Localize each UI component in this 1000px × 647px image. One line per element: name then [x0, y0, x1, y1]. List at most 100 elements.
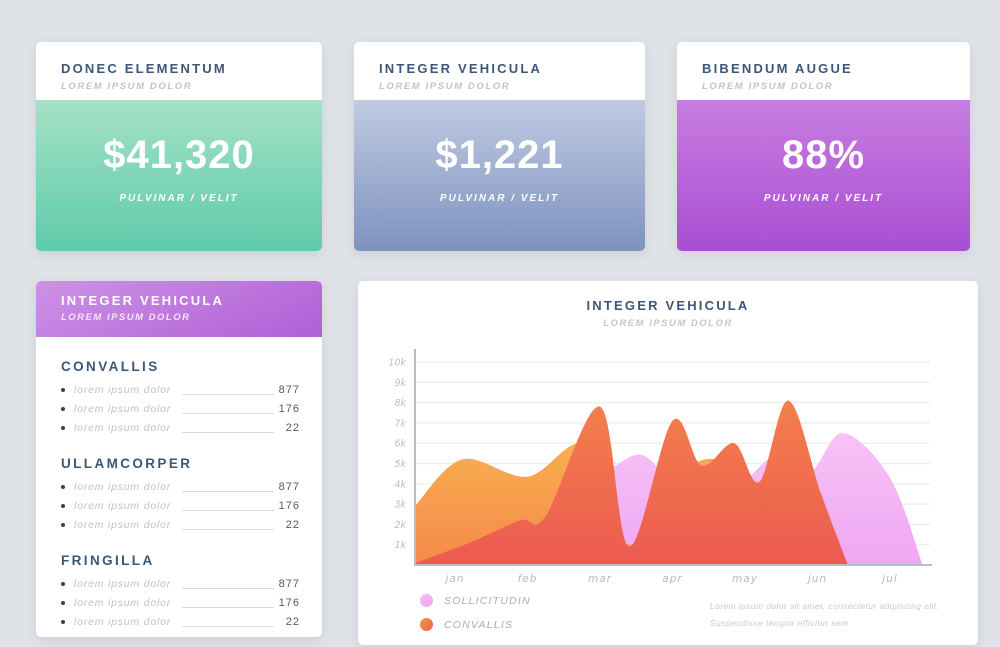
stat-card-caption: PULVINAR / VELIT: [439, 193, 560, 204]
bullet-icon: [61, 426, 65, 430]
bullet-icon: [61, 523, 65, 527]
list-card-header: INTEGER VEHICULA LOREM IPSUM DOLOR: [36, 281, 322, 337]
list-item: lorem ipsum dolor 22: [61, 422, 300, 434]
stat-card-value: 88%: [781, 133, 866, 177]
list-section-heading: FRINGILLA: [61, 553, 155, 568]
svg-text:3k: 3k: [394, 500, 406, 511]
list-item: lorem ipsum dolor 877: [61, 578, 300, 590]
stat-card-value: $1,221: [435, 133, 564, 177]
stat-card-header: DONEC ELEMENTUM LOREM IPSUM DOLOR: [36, 42, 322, 100]
list-item-value: 877: [278, 578, 300, 590]
list-item: lorem ipsum dolor 877: [61, 481, 300, 493]
svg-text:jun: jun: [806, 573, 827, 585]
list-item-label: lorem ipsum dolor: [74, 481, 172, 493]
list-item-label: lorem ipsum dolor: [74, 519, 172, 531]
convallis-series-dot-icon: [420, 618, 433, 631]
svg-text:8k: 8k: [394, 398, 406, 409]
chart-title: INTEGER VEHICULA: [586, 298, 750, 313]
legend-item-sollicitudin[interactable]: SOLLICITUDIN: [420, 594, 531, 607]
chart-title-block: INTEGER VEHICULA LOREM IPSUM DOLOR: [358, 298, 978, 329]
sollicitudin-series-dot-icon: [420, 594, 433, 607]
chart-footer: SOLLICITUDIN CONVALLIS Lorem ipsum dolor…: [420, 594, 948, 632]
list-item-value: 877: [278, 481, 300, 493]
list-item-value: 176: [278, 500, 300, 512]
list-item-value: 176: [278, 597, 300, 609]
list-section-heading: ULLAMCORPER: [61, 456, 193, 471]
stat-card-body: 88% PULVINAR / VELIT: [677, 100, 970, 251]
chart-card: INTEGER VEHICULA LOREM IPSUM DOLOR 10k 9k…: [358, 281, 978, 645]
list-item-label: lorem ipsum dolor: [74, 384, 172, 396]
legend-item-convallis[interactable]: CONVALLIS: [420, 618, 531, 631]
legend-label: SOLLICITUDIN: [444, 594, 531, 607]
svg-text:4k: 4k: [394, 479, 406, 490]
list-item-value: 22: [285, 422, 300, 434]
leader-line: [182, 528, 274, 530]
list-item: lorem ipsum dolor 22: [61, 519, 300, 531]
list-card-body: CONVALLIS lorem ipsum dolor 877 lorem ipsum…: [36, 337, 322, 628]
chart-legend: SOLLICITUDIN CONVALLIS: [420, 594, 531, 632]
list-item: lorem ipsum dolor 176: [61, 500, 300, 512]
leader-line: [182, 625, 274, 627]
list-card-subtitle: LOREM IPSUM DOLOR: [61, 312, 191, 323]
stat-card-caption: PULVINAR / VELIT: [119, 193, 239, 204]
stat-card-title: INTEGER VEHICULA: [379, 61, 543, 76]
list-item-label: lorem ipsum dolor: [74, 597, 172, 609]
svg-text:jul: jul: [880, 573, 898, 585]
list-item-value: 22: [285, 616, 300, 628]
svg-text:1k: 1k: [394, 540, 406, 551]
stat-card-body: $41,320 PULVINAR / VELIT: [36, 100, 322, 251]
list-item-label: lorem ipsum dolor: [74, 578, 172, 590]
stat-card-integer-vehicula: INTEGER VEHICULA LOREM IPSUM DOLOR $1,22…: [354, 42, 645, 251]
list-item-label: lorem ipsum dolor: [74, 403, 172, 415]
list-item: lorem ipsum dolor 22: [61, 616, 300, 628]
leader-line: [182, 412, 274, 414]
list-item: lorem ipsum dolor 176: [61, 597, 300, 609]
bullet-icon: [61, 504, 65, 508]
leader-line: [182, 509, 274, 511]
stat-card-donec-elementum: DONEC ELEMENTUM LOREM IPSUM DOLOR $41,32…: [36, 42, 322, 251]
list-card: INTEGER VEHICULA LOREM IPSUM DOLOR CONVA…: [36, 281, 322, 637]
area-chart: 10k 9k 8k 7k 6k 5k 4k 3k 2k 1k jan feb mar apr may jun j…: [388, 349, 932, 585]
bullet-icon: [61, 582, 65, 586]
bullet-icon: [61, 388, 65, 392]
stat-card-caption: PULVINAR / VELIT: [763, 193, 884, 204]
list-item-label: lorem ipsum dolor: [74, 422, 172, 434]
list-item: lorem ipsum dolor 176: [61, 403, 300, 415]
leader-line: [182, 431, 274, 433]
svg-text:jan: jan: [443, 573, 464, 585]
svg-text:10k: 10k: [388, 358, 406, 369]
list-item: lorem ipsum dolor 877: [61, 384, 300, 396]
bullet-icon: [61, 407, 65, 411]
stat-card-subtitle: LOREM IPSUM DOLOR: [702, 81, 834, 92]
list-card-title: INTEGER VEHICULA: [61, 293, 225, 308]
bullet-icon: [61, 601, 65, 605]
list-item-value: 877: [278, 384, 300, 396]
list-section: CONVALLIS lorem ipsum dolor 877 lorem ipsum…: [61, 359, 300, 434]
svg-text:feb: feb: [518, 573, 538, 585]
leader-line: [182, 393, 274, 395]
svg-text:apr: apr: [662, 573, 682, 585]
leader-line: [182, 606, 274, 608]
chart-note-line: Lorem ipsum dolor sit amet, consectetur …: [710, 601, 940, 611]
stat-card-bibendum-augue: BIBENDUM AUGUE LOREM IPSUM DOLOR 88% PUL…: [677, 42, 970, 251]
stat-card-header: BIBENDUM AUGUE LOREM IPSUM DOLOR: [677, 42, 970, 100]
chart-note: Lorem ipsum dolor sit amet, consectetur …: [710, 594, 948, 632]
chart-note-line: Suspendisse tempor efficitur sem: [710, 618, 849, 628]
stat-card-subtitle: LOREM IPSUM DOLOR: [61, 81, 193, 92]
stat-card-title: BIBENDUM AUGUE: [702, 61, 853, 76]
svg-text:6k: 6k: [394, 439, 406, 450]
svg-text:9k: 9k: [394, 378, 406, 389]
chart-subtitle: LOREM IPSUM DOLOR: [603, 318, 733, 329]
svg-text:may: may: [732, 573, 758, 585]
stat-card-subtitle: LOREM IPSUM DOLOR: [379, 81, 511, 92]
list-section-heading: CONVALLIS: [61, 359, 160, 374]
stat-card-value: $41,320: [103, 133, 255, 177]
stat-card-header: INTEGER VEHICULA LOREM IPSUM DOLOR: [354, 42, 645, 100]
list-item-label: lorem ipsum dolor: [74, 500, 172, 512]
list-item-label: lorem ipsum dolor: [74, 616, 172, 628]
leader-line: [182, 587, 274, 589]
list-section: FRINGILLA lorem ipsum dolor 877 lorem ipsum…: [61, 553, 300, 628]
stat-card-title: DONEC ELEMENTUM: [61, 61, 227, 76]
svg-text:2k: 2k: [394, 520, 406, 531]
